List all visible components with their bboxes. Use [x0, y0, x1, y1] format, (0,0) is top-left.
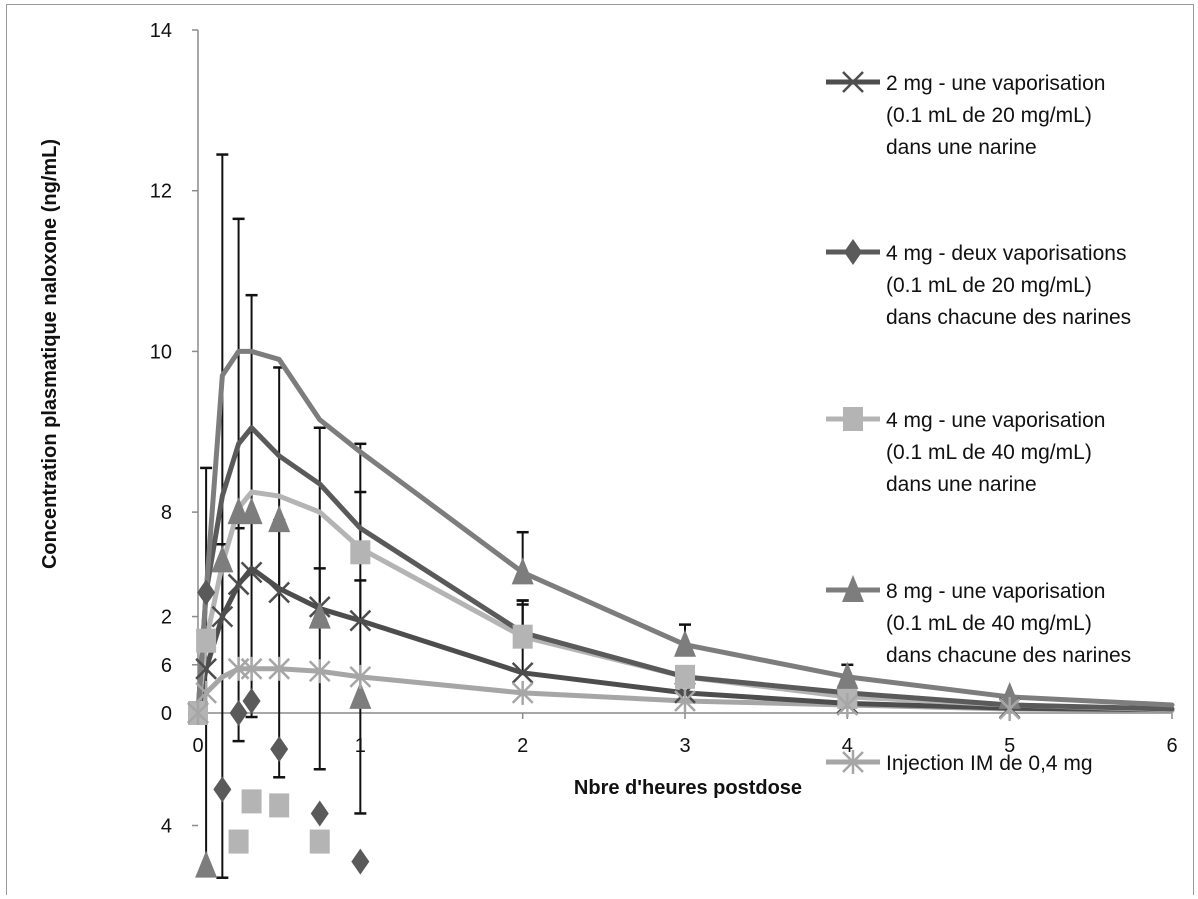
series-marker-2 [512, 624, 533, 649]
legend-entry-1: 4 mg - deux vaporisations (0.1 mL de 20 m… [826, 239, 1131, 329]
legend-label: 2 mg - une vaporisation [886, 72, 1105, 95]
legend-label: dans une narine [886, 473, 1037, 496]
legend-label: dans chacune des narines [886, 306, 1131, 329]
x-axis-title: Nbre d'heures postdose [574, 777, 802, 799]
series-marker-1 [270, 736, 289, 763]
series-marker-2 [241, 789, 262, 814]
series-marker-0 [211, 605, 234, 628]
series-marker-2 [675, 664, 695, 689]
legend-label: (0.1 mL de 20 mg/mL) [886, 274, 1092, 297]
series-marker-0 [511, 661, 534, 684]
axes [197, 30, 1172, 714]
legend-swatch-marker [844, 239, 862, 265]
y-tick-label: 4 [161, 815, 172, 837]
legend-label: dans une narine [886, 136, 1037, 159]
x-tick-label: 5 [1004, 735, 1015, 757]
y-tick-label: 12 [150, 181, 172, 203]
series-marker-4 [268, 656, 291, 681]
series-marker-3 [308, 601, 331, 629]
x-tick-label: 2 [517, 735, 528, 757]
series-marker-3 [195, 850, 218, 878]
series-marker-0 [268, 581, 291, 604]
legend-label: dans chacune des narines [886, 644, 1131, 667]
legend-swatch-marker [843, 407, 863, 431]
series-marker-1 [351, 848, 370, 875]
series-marker-1 [197, 579, 216, 606]
series-marker-1 [213, 776, 232, 803]
series-marker-4 [240, 656, 263, 681]
series-marker-3 [211, 545, 234, 573]
series-marker-2 [350, 540, 371, 565]
legend-label: 4 mg - deux vaporisations [886, 242, 1126, 265]
y-tick-label: 2 [161, 607, 172, 629]
x-tick-label: 6 [1166, 735, 1177, 757]
legend-label: 4 mg - une vaporisation [886, 409, 1105, 432]
series-marker-4 [349, 664, 372, 689]
series-marker-0 [195, 657, 218, 680]
y-tick-label: 6 [161, 655, 172, 677]
series-marker-1 [229, 700, 248, 726]
series-marker-2 [269, 793, 290, 818]
legend-label: (0.1 mL de 20 mg/mL) [886, 104, 1092, 127]
series-marker-0 [349, 609, 372, 632]
series-marker-4 [836, 692, 859, 717]
x-tick-label: 0 [192, 735, 203, 757]
series-marker-3 [268, 505, 291, 533]
series-marker-3 [674, 629, 696, 657]
legend-entry-2: 4 mg - une vaporisation (0.1 mL de 40 mg/… [826, 407, 1105, 496]
x-ticks: 0123456 [192, 713, 1178, 757]
y-ticks: 0 6 2 8 10 12 14 4 [150, 20, 198, 837]
y-tick-label: 10 [150, 341, 172, 363]
legend-label: (0.1 mL de 40 mg/mL) [886, 612, 1092, 635]
series-marker-4 [998, 696, 1021, 721]
series-marker-3 [511, 557, 534, 585]
legend-entry-3: 8 mg - une vaporisation (0.1 mL de 40 mg/… [826, 575, 1131, 667]
series-marker-3 [836, 661, 859, 689]
error-bars [200, 153, 854, 879]
series-marker-1 [310, 800, 329, 827]
legend: 2 mg - une vaporisation (0.1 mL de 20 mg/… [826, 71, 1131, 775]
y-tick-label: 8 [161, 502, 172, 524]
y-axis-title: Concentration plasmatique naloxone (ng/m… [39, 139, 61, 569]
legend-label: Injection IM de 0,4 mg [886, 752, 1093, 775]
series-marker-4 [195, 680, 218, 705]
y-tick-label: 0 [161, 703, 172, 725]
series-marker-3 [240, 497, 263, 525]
legend-label: (0.1 mL de 40 mg/mL) [886, 441, 1092, 464]
series-marker-2 [196, 628, 217, 653]
series-marker-1 [242, 687, 261, 714]
chart-frame [6, 4, 1194, 895]
legend-label: 8 mg - une vaporisation [886, 580, 1105, 603]
series-marker-2 [309, 829, 330, 854]
legend-entry-4: Injection IM de 0,4 mg [826, 750, 1093, 775]
legend-entry-0: 2 mg - une vaporisation (0.1 mL de 20 mg/… [826, 71, 1105, 159]
series-markers [187, 497, 1021, 878]
series-marker-0 [240, 561, 263, 584]
series-marker-3 [349, 681, 372, 709]
x-tick-label: 4 [842, 735, 853, 757]
series-marker-4 [674, 688, 696, 713]
series-marker-2 [228, 829, 249, 854]
legend-swatch-marker [842, 71, 864, 93]
series-marker-4 [187, 701, 209, 725]
legend-swatch-marker [842, 750, 864, 774]
legend-swatch-marker [842, 575, 864, 602]
x-tick-label: 3 [679, 735, 690, 757]
y-tick-label: 14 [150, 20, 172, 42]
series-marker-4 [511, 680, 534, 705]
series-marker-4 [308, 659, 331, 684]
